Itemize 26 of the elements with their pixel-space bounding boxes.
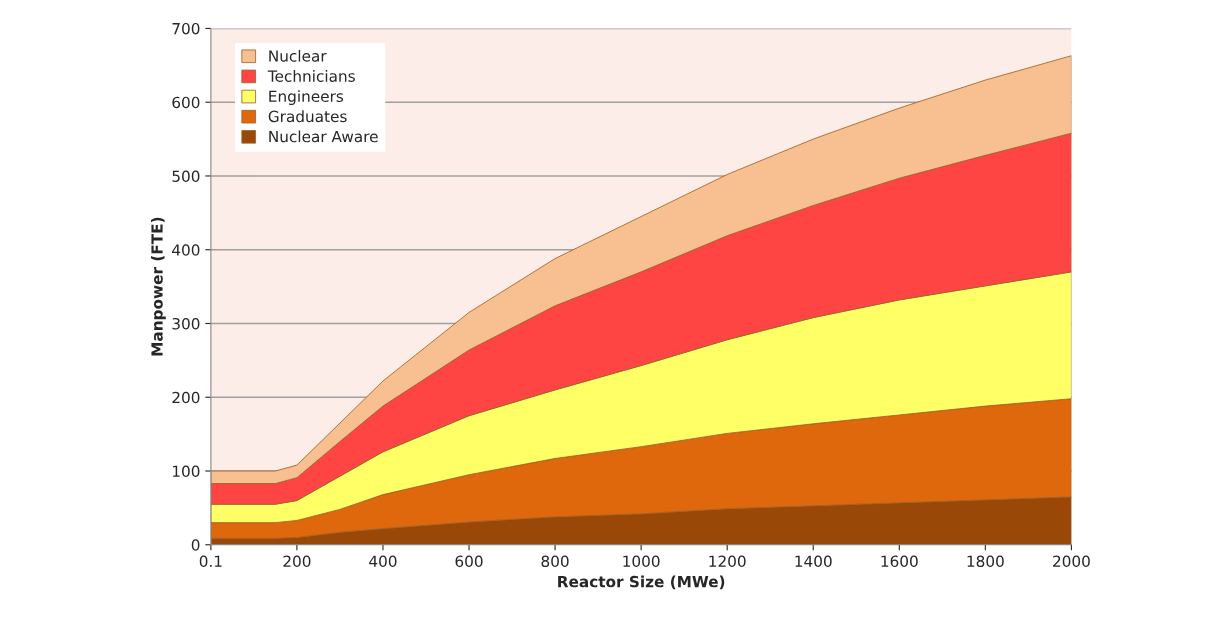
x-tick-label: 1800 [967,555,1004,568]
x-tick-label: 200 [283,555,311,568]
x-tick-label: 1400 [795,555,832,568]
legend-label: Nuclear [269,49,327,62]
x-tick-label: 2000 [1053,555,1090,568]
y-tick-label: 500 [172,170,200,182]
x-tick-label: 0.1 [199,555,222,568]
y-axis-title: Manpower (FTE) [150,217,166,356]
legend-label: Nuclear Aware [269,130,378,143]
x-axis-title: Reactor Size (MWe) [558,575,725,590]
y-tick-label: 700 [172,22,200,35]
y-tick-label: 0 [191,539,200,551]
y-tick-label: 200 [172,391,200,404]
x-tick-label: 600 [455,555,483,568]
legend-label: Engineers [269,90,344,105]
y-tick-label: 300 [172,317,200,330]
legend-label: Graduates [268,110,347,123]
x-tick-label: 1600 [881,555,918,568]
y-tick-label: 400 [172,244,200,256]
x-tick-label: 1200 [709,555,746,568]
y-tick-label: 600 [172,96,200,109]
x-tick-label: 1000 [623,555,660,568]
y-tick-label: 100 [172,465,200,478]
x-tick-label: 800 [541,555,569,568]
legend-label: Technicians [267,70,355,82]
x-tick-label: 400 [369,555,397,568]
